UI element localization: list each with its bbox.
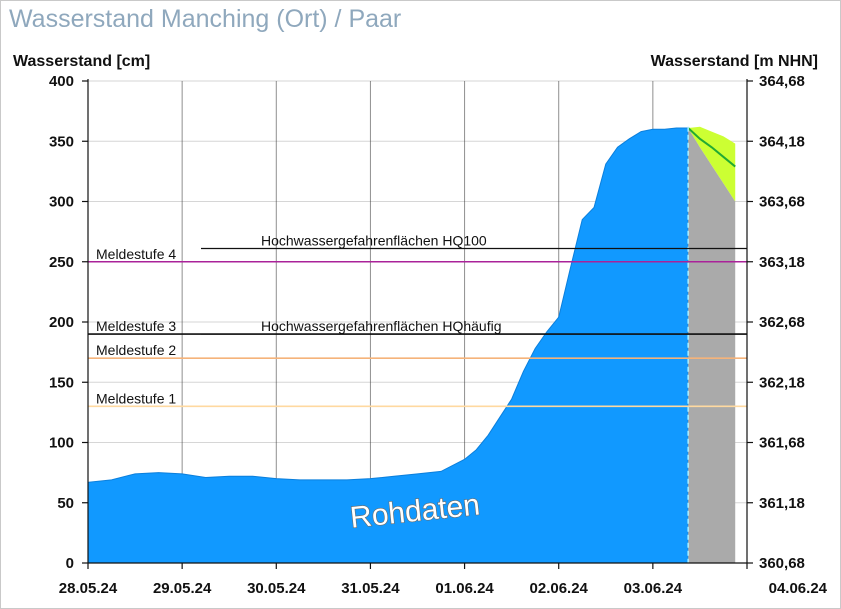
forecast-line xyxy=(687,127,736,168)
y-axis-title-right: Wasserstand [m NHN] xyxy=(650,53,818,70)
y-tick-label-right-1: 361,18 xyxy=(759,495,805,512)
y-tick-label-left-150: 150 xyxy=(49,374,74,391)
axes: 0 360,68 50 361,18 100 361,68 150 362,18 200 362,… xyxy=(49,73,828,597)
y-tick-label-right-5: 363,18 xyxy=(759,254,805,271)
y-tick-label-left-0: 0 xyxy=(66,555,74,572)
x-tick-label-3: 31.05.24 xyxy=(341,580,400,597)
y-tick-label-left-250: 250 xyxy=(49,254,74,271)
x-tick-label-5: 02.06.24 xyxy=(530,580,589,597)
forecast-area xyxy=(688,127,736,564)
y-tick-label-right-2: 361,68 xyxy=(759,435,805,452)
y-tick-label-right-6: 363,68 xyxy=(759,194,805,211)
hq-label-2: Hochwassergefahrenflächen HQ100 xyxy=(261,232,487,248)
meldestufe-label-1: Meldestufe 1 xyxy=(96,390,176,406)
y-tick-label-right-7: 364,18 xyxy=(759,133,805,150)
x-tick-label-6: 03.06.24 xyxy=(624,580,683,597)
y-axis-title-left: Wasserstand [cm] xyxy=(13,53,151,70)
forecast-band xyxy=(688,126,736,202)
y-tick-label-right-0: 360,68 xyxy=(759,555,805,572)
x-tick-label-0: 28.05.24 xyxy=(59,580,118,597)
y-tick-label-right-3: 362,18 xyxy=(759,374,805,391)
page-title: Wasserstand Manching (Ort) / Paar xyxy=(9,5,402,33)
meldestufe-label-2: Meldestufe 2 xyxy=(96,342,176,358)
y-tick-label-left-300: 300 xyxy=(49,194,74,211)
meldestufe-label-4: Meldestufe 4 xyxy=(96,246,176,262)
y-tick-label-left-50: 50 xyxy=(57,495,74,512)
y-tick-label-right-4: 362,68 xyxy=(759,314,805,331)
x-tick-label-1: 29.05.24 xyxy=(153,580,212,597)
measured-area xyxy=(87,127,689,564)
reference-lines: Meldestufe 1 Meldestufe 2 Meldestufe 3 Meld… xyxy=(88,232,747,408)
data-areas xyxy=(87,126,736,564)
rohdaten-annotation: Rohdaten xyxy=(349,488,482,534)
y-tick-label-right-8: 364,68 xyxy=(759,73,805,90)
meldestufe-label-3: Meldestufe 3 xyxy=(96,318,176,334)
hq-label-1: Hochwassergefahrenflächen HQhäufig xyxy=(261,318,501,334)
y-tick-label-left-200: 200 xyxy=(49,314,74,331)
x-tick-label-4: 01.06.24 xyxy=(435,580,494,597)
x-tick-label-2: 30.05.24 xyxy=(247,580,306,597)
y-tick-label-left-350: 350 xyxy=(49,133,74,150)
x-tick-label-7: 04.06.24 xyxy=(769,580,828,597)
y-tick-label-left-100: 100 xyxy=(49,435,74,452)
y-tick-label-left-400: 400 xyxy=(49,73,74,90)
